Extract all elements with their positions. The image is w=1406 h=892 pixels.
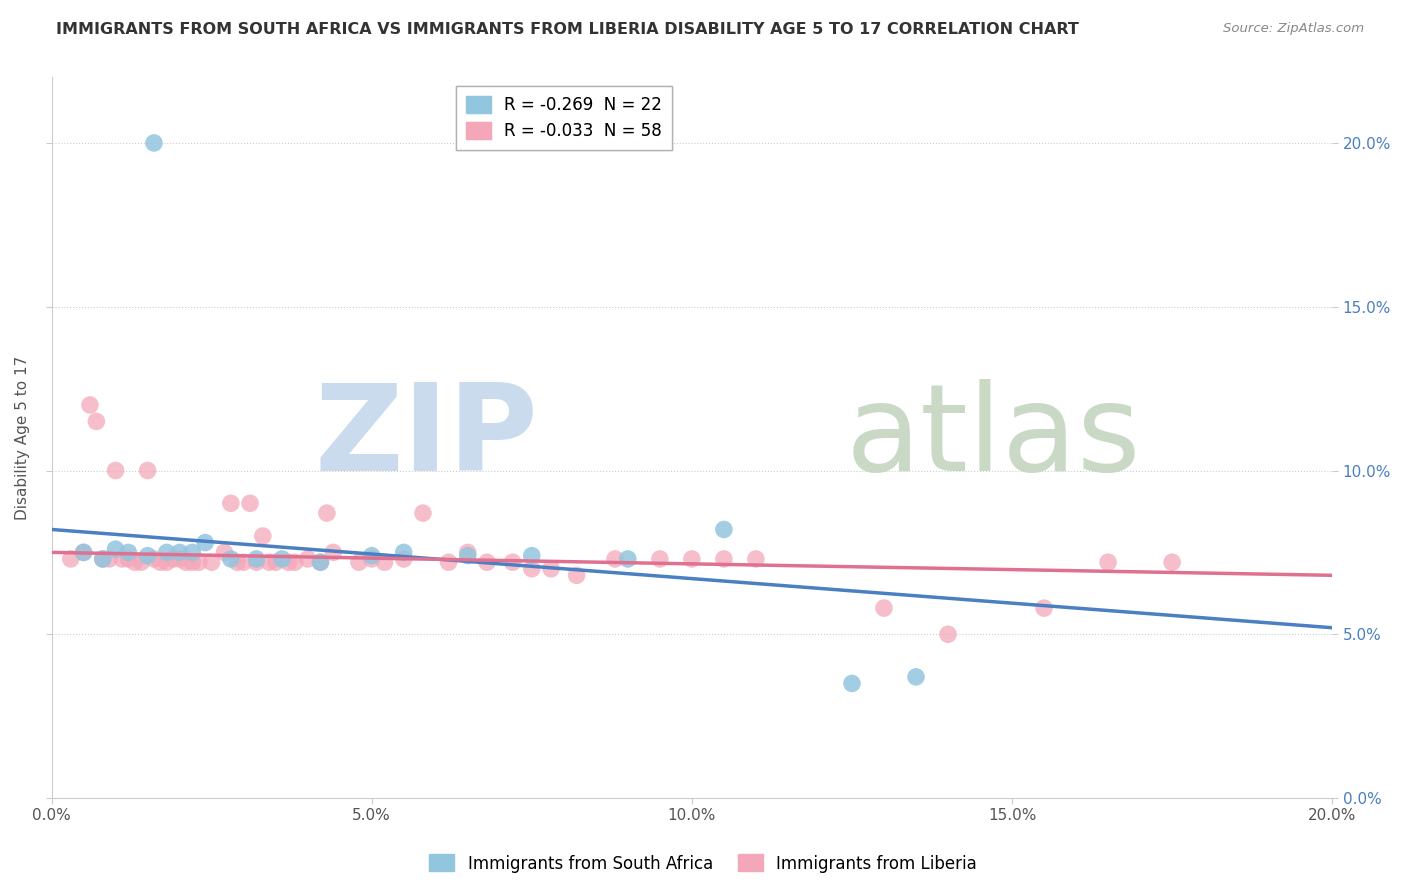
Point	[392, 545, 415, 559]
Point	[149, 555, 172, 569]
Point	[271, 552, 294, 566]
Point	[124, 555, 146, 569]
Point	[540, 562, 562, 576]
Point	[309, 555, 332, 569]
Point	[315, 506, 337, 520]
Point	[873, 601, 896, 615]
Point	[156, 545, 179, 559]
Point	[214, 545, 236, 559]
Point	[79, 398, 101, 412]
Point	[437, 555, 460, 569]
Point	[117, 552, 139, 566]
Text: atlas: atlas	[845, 379, 1142, 496]
Y-axis label: Disability Age 5 to 17: Disability Age 5 to 17	[15, 356, 30, 520]
Point	[181, 555, 204, 569]
Point	[475, 555, 498, 569]
Point	[72, 545, 94, 559]
Point	[392, 552, 415, 566]
Point	[565, 568, 588, 582]
Point	[360, 549, 382, 563]
Point	[162, 552, 184, 566]
Point	[169, 552, 191, 566]
Point	[713, 552, 735, 566]
Point	[457, 545, 479, 559]
Point	[226, 555, 249, 569]
Point	[457, 549, 479, 563]
Point	[648, 552, 671, 566]
Point	[745, 552, 768, 566]
Point	[841, 676, 863, 690]
Point	[322, 545, 344, 559]
Point	[194, 535, 217, 549]
Point	[347, 555, 370, 569]
Point	[412, 506, 434, 520]
Point	[104, 463, 127, 477]
Point	[174, 555, 197, 569]
Point	[264, 555, 287, 569]
Point	[936, 627, 959, 641]
Point	[91, 552, 114, 566]
Point	[143, 552, 166, 566]
Point	[277, 555, 299, 569]
Point	[104, 542, 127, 557]
Point	[245, 555, 267, 569]
Point	[86, 414, 108, 428]
Point	[309, 555, 332, 569]
Point	[91, 552, 114, 566]
Point	[239, 496, 262, 510]
Point	[59, 552, 82, 566]
Point	[1097, 555, 1119, 569]
Point	[111, 552, 134, 566]
Point	[520, 562, 543, 576]
Legend: Immigrants from South Africa, Immigrants from Liberia: Immigrants from South Africa, Immigrants…	[422, 847, 984, 880]
Point	[143, 136, 166, 150]
Point	[117, 545, 139, 559]
Point	[169, 545, 191, 559]
Point	[72, 545, 94, 559]
Point	[1033, 601, 1056, 615]
Point	[187, 555, 209, 569]
Text: Source: ZipAtlas.com: Source: ZipAtlas.com	[1223, 22, 1364, 36]
Point	[713, 523, 735, 537]
Point	[603, 552, 626, 566]
Point	[219, 496, 242, 510]
Point	[201, 555, 224, 569]
Point	[360, 552, 382, 566]
Point	[520, 549, 543, 563]
Point	[245, 552, 267, 566]
Text: IMMIGRANTS FROM SOUTH AFRICA VS IMMIGRANTS FROM LIBERIA DISABILITY AGE 5 TO 17 C: IMMIGRANTS FROM SOUTH AFRICA VS IMMIGRAN…	[56, 22, 1080, 37]
Point	[284, 555, 307, 569]
Point	[904, 670, 927, 684]
Text: ZIP: ZIP	[315, 379, 538, 496]
Legend: R = -0.269  N = 22, R = -0.033  N = 58: R = -0.269 N = 22, R = -0.033 N = 58	[456, 86, 672, 151]
Point	[681, 552, 703, 566]
Point	[297, 552, 319, 566]
Point	[373, 555, 395, 569]
Point	[502, 555, 524, 569]
Point	[232, 555, 254, 569]
Point	[156, 555, 179, 569]
Point	[252, 529, 274, 543]
Point	[1161, 555, 1184, 569]
Point	[136, 549, 159, 563]
Point	[129, 555, 152, 569]
Point	[219, 552, 242, 566]
Point	[136, 463, 159, 477]
Point	[98, 552, 121, 566]
Point	[257, 555, 280, 569]
Point	[181, 545, 204, 559]
Point	[617, 552, 640, 566]
